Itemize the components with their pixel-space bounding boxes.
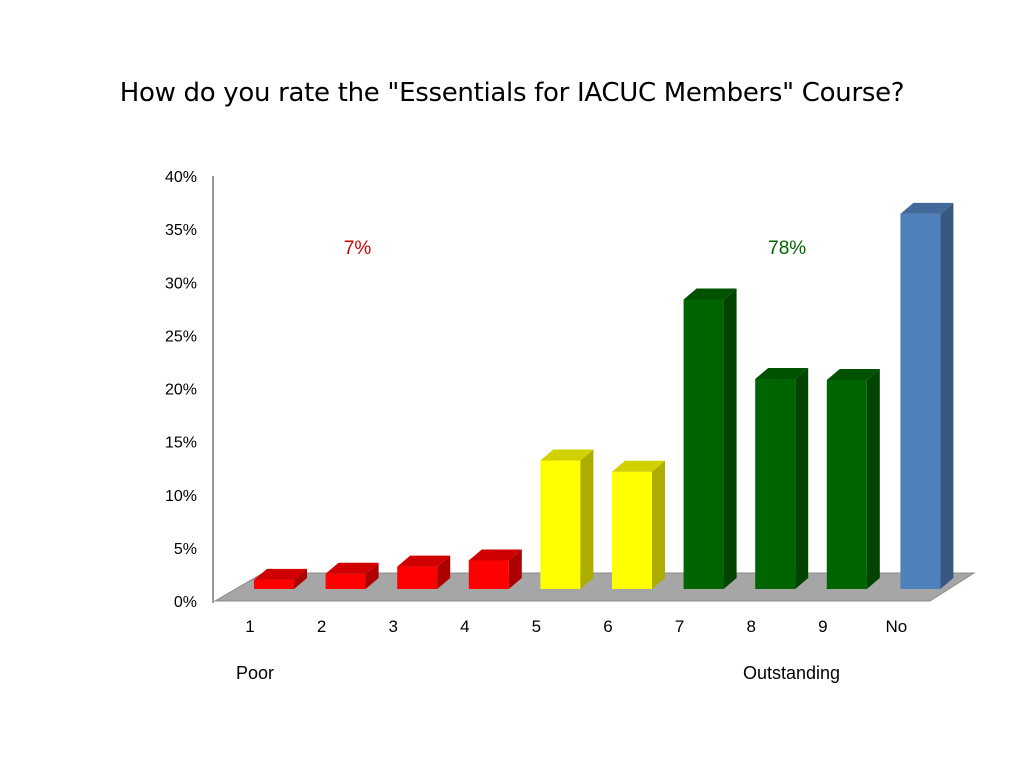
bar-3 [397, 555, 451, 589]
y-tick-label: 30% [165, 275, 197, 292]
bar-front [683, 299, 724, 589]
group-percent-annotation: 7% [344, 238, 372, 259]
bar-top [254, 568, 307, 580]
bar-front [755, 378, 796, 589]
bar-side [437, 555, 451, 589]
bar-front [900, 213, 941, 590]
bar-front [540, 460, 581, 589]
chart-title: How do you rate the "Essentials for IACU… [119, 78, 905, 108]
x-tick-label: 3 [388, 617, 397, 636]
bar-top [900, 202, 954, 214]
bar-front [254, 579, 294, 589]
bar-side [508, 549, 522, 589]
bar-side [652, 460, 665, 589]
x-tick-label: 1 [245, 617, 254, 636]
bar-top [540, 449, 594, 461]
y-tick-label: 40% [165, 169, 197, 186]
bar-9 [826, 369, 880, 589]
x-tick-label: 5 [532, 617, 541, 636]
bar-6 [612, 460, 665, 589]
bar-side [940, 202, 954, 590]
bar-side [580, 449, 594, 589]
scale-end-label: Poor [236, 663, 274, 683]
bar-top [468, 549, 522, 561]
bar-top [612, 460, 665, 472]
x-tick-label: 6 [603, 617, 612, 636]
bar-top [683, 288, 737, 300]
y-tick-label: 35% [165, 222, 197, 239]
y-tick-label: 5% [174, 541, 197, 558]
bar-front [826, 380, 867, 589]
bar-2 [325, 562, 379, 589]
bar-No [900, 202, 954, 590]
bar-top [826, 369, 880, 381]
bar-front [468, 560, 509, 589]
bar-front [397, 566, 438, 589]
bar-5 [540, 449, 594, 589]
bar-side [723, 288, 737, 589]
bar-1 [254, 568, 307, 589]
x-tick-label: No [886, 617, 908, 636]
y-tick-label: 20% [165, 382, 197, 399]
y-tick-label: 0% [174, 594, 197, 611]
y-tick-label: 10% [165, 488, 197, 505]
x-tick-label: 9 [818, 617, 827, 636]
y-tick-label: 25% [165, 328, 197, 345]
bar-4 [468, 549, 522, 589]
bar-side [866, 369, 880, 589]
bar-side [294, 568, 307, 589]
y-tick-label: 15% [165, 435, 197, 452]
x-tick-label: 8 [746, 617, 755, 636]
bar-top [755, 367, 809, 379]
bar-8 [755, 367, 809, 589]
bar-7 [683, 288, 737, 589]
bar-front [325, 573, 366, 589]
group-percent-annotation: 78% [768, 238, 806, 259]
bar-side [365, 562, 379, 589]
x-tick-label: 4 [460, 617, 469, 636]
bar-side [795, 367, 809, 589]
x-tick-label: 7 [675, 617, 684, 636]
bar-top [325, 562, 379, 574]
bar-front [612, 471, 652, 589]
scale-end-label: Outstanding [743, 663, 840, 683]
x-tick-label: 2 [317, 617, 326, 636]
bar-top [397, 555, 451, 567]
